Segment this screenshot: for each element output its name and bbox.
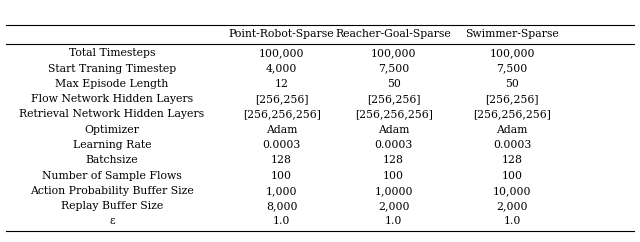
Text: Max Episode Length: Max Episode Length (56, 79, 168, 89)
Text: 4,000: 4,000 (266, 64, 298, 74)
Text: Learning Rate: Learning Rate (73, 140, 151, 150)
Text: Number of Sample Flows: Number of Sample Flows (42, 171, 182, 181)
Text: ε: ε (109, 216, 115, 227)
Text: Swimmer-Sparse: Swimmer-Sparse (465, 29, 559, 39)
Text: 100,000: 100,000 (489, 48, 535, 58)
Text: Start Traning Timestep: Start Traning Timestep (48, 64, 176, 74)
Text: [256,256]: [256,256] (255, 94, 308, 104)
Text: Adam: Adam (378, 125, 410, 135)
Text: [256,256,256]: [256,256,256] (473, 109, 551, 119)
Text: 100: 100 (383, 171, 404, 181)
Text: Flow Network Hidden Layers: Flow Network Hidden Layers (31, 94, 193, 104)
Text: 1.0: 1.0 (385, 216, 403, 227)
Text: Replay Buffer Size: Replay Buffer Size (61, 201, 163, 211)
Text: 1,000: 1,000 (266, 186, 298, 196)
Text: 100: 100 (271, 171, 292, 181)
Text: Adam: Adam (266, 125, 298, 135)
Text: [256,256,256]: [256,256,256] (243, 109, 321, 119)
Text: 128: 128 (502, 155, 522, 165)
Text: 128: 128 (383, 155, 404, 165)
Text: 100,000: 100,000 (259, 48, 305, 58)
Text: 0.0003: 0.0003 (374, 140, 413, 150)
Text: [256,256]: [256,256] (367, 94, 420, 104)
Text: 7,500: 7,500 (497, 64, 527, 74)
Text: 100: 100 (502, 171, 522, 181)
Text: Total Timesteps: Total Timesteps (68, 48, 156, 58)
Text: 7,500: 7,500 (378, 64, 409, 74)
Text: Batchsize: Batchsize (86, 155, 138, 165)
Text: 1,0000: 1,0000 (374, 186, 413, 196)
Text: Optimizer: Optimizer (84, 125, 140, 135)
Text: 2,000: 2,000 (496, 201, 528, 211)
Text: 128: 128 (271, 155, 292, 165)
Text: Action Probability Buffer Size: Action Probability Buffer Size (30, 186, 194, 196)
Text: 50: 50 (505, 79, 519, 89)
Text: [256,256]: [256,256] (485, 94, 539, 104)
Text: 0.0003: 0.0003 (493, 140, 531, 150)
Text: 1.0: 1.0 (273, 216, 291, 227)
Text: Point-Robot-Sparse: Point-Robot-Sparse (228, 29, 335, 39)
Text: Adam: Adam (496, 125, 528, 135)
Text: 10,000: 10,000 (493, 186, 531, 196)
Text: [256,256,256]: [256,256,256] (355, 109, 433, 119)
Text: 1.0: 1.0 (503, 216, 521, 227)
Text: Retrieval Network Hidden Layers: Retrieval Network Hidden Layers (19, 109, 205, 119)
Text: 8,000: 8,000 (266, 201, 298, 211)
Text: 12: 12 (275, 79, 289, 89)
Text: 50: 50 (387, 79, 401, 89)
Text: 0.0003: 0.0003 (262, 140, 301, 150)
Text: Reacher-Goal-Sparse: Reacher-Goal-Sparse (336, 29, 451, 39)
Text: 100,000: 100,000 (371, 48, 417, 58)
Text: 2,000: 2,000 (378, 201, 410, 211)
